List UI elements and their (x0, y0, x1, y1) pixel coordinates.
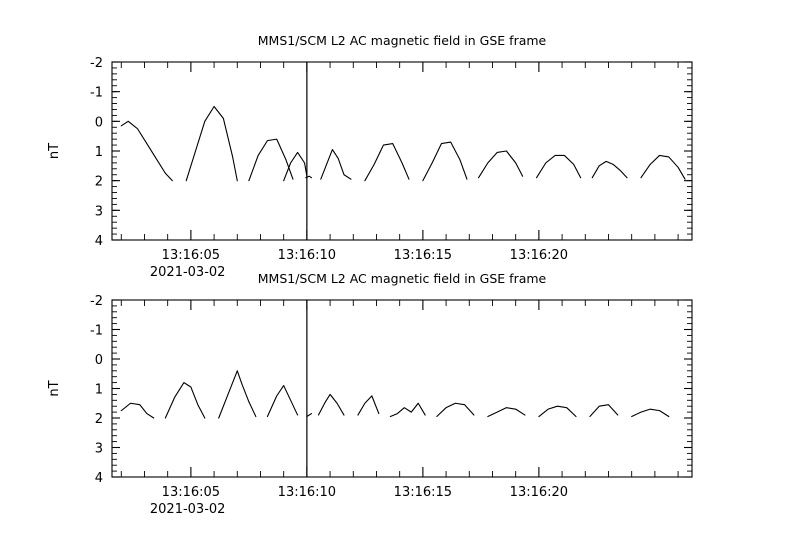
data-series-segment (120, 402, 155, 419)
y-axis-label: nT (47, 380, 62, 396)
y-tick-label: -1 (90, 86, 103, 101)
data-series-segment (306, 413, 313, 418)
data-series-segment (305, 175, 313, 179)
x-tick-label: 13:16:10 (278, 485, 336, 500)
data-series-segment (218, 370, 257, 419)
x-tick-label: 13:16:05 (162, 485, 220, 500)
data-series-segment (538, 405, 577, 418)
data-series-segment (478, 150, 524, 179)
y-tick-label: 3 (95, 204, 103, 219)
data-series-segment (364, 143, 410, 182)
x-tick-label: 13:16:15 (394, 248, 452, 263)
data-series-segment (591, 160, 628, 179)
x-axis-date-label: 2021-03-02 (150, 265, 226, 280)
plot-frame (111, 299, 693, 478)
data-series-segment (120, 120, 173, 182)
panel-bottom: MMS1/SCM L2 AC magnetic field in GSE fra… (47, 271, 693, 517)
y-tick-label: 2 (95, 412, 103, 427)
y-tick-label: 0 (95, 115, 103, 130)
data-series-segment (436, 402, 475, 418)
panel-title: MMS1/SCM L2 AC magnetic field in GSE fra… (258, 271, 547, 286)
data-series-segment (631, 408, 670, 418)
panel-title: MMS1/SCM L2 AC magnetic field in GSE fra… (258, 33, 547, 48)
data-series-segment (185, 105, 238, 182)
data-series-segment (640, 154, 686, 180)
plot-frame (111, 61, 693, 241)
panel-top: MMS1/SCM L2 AC magnetic field in GSE fra… (47, 33, 693, 280)
y-tick-label: 1 (95, 383, 103, 398)
x-tick-label: 13:16:05 (162, 248, 220, 263)
x-tick-label: 13:16:15 (394, 485, 452, 500)
data-series-segment (266, 385, 299, 418)
y-tick-label: 4 (95, 471, 103, 486)
data-series-segment (320, 148, 352, 180)
y-tick-label: 2 (95, 175, 103, 190)
data-series-segment (389, 402, 426, 418)
data-series-segment (164, 382, 206, 419)
y-tick-label: -2 (90, 294, 103, 309)
y-tick-label: 1 (95, 145, 103, 160)
y-tick-label: 0 (95, 353, 103, 368)
data-series-segment (357, 395, 380, 416)
data-series-segment (487, 407, 526, 418)
data-series-segment (248, 138, 294, 182)
data-series-segment (317, 393, 345, 416)
y-tick-label: 4 (95, 234, 103, 249)
x-tick-label: 13:16:20 (510, 485, 568, 500)
y-tick-label: -1 (90, 324, 103, 339)
data-series-segment (422, 141, 468, 182)
x-axis-date-label: 2021-03-02 (150, 502, 226, 517)
x-tick-label: 13:16:20 (510, 248, 568, 263)
y-tick-label: -2 (90, 56, 103, 71)
y-axis-label: nT (47, 143, 62, 159)
y-tick-label: 3 (95, 442, 103, 457)
data-series-segment (536, 154, 582, 179)
x-tick-label: 13:16:10 (278, 248, 336, 263)
data-series-segment (283, 151, 308, 182)
data-series-segment (589, 404, 619, 418)
